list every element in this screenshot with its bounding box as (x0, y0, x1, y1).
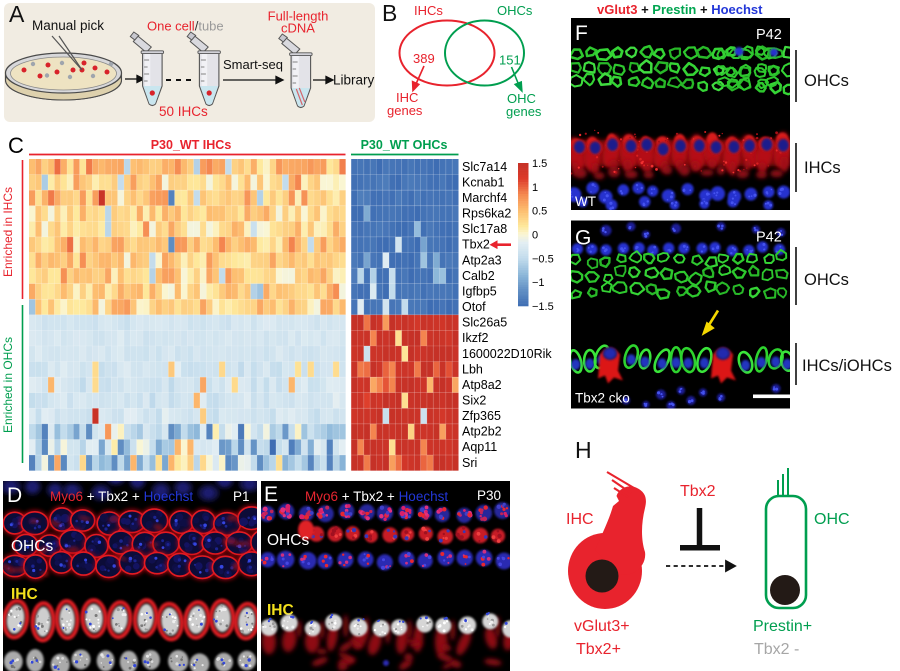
svg-text:OHC: OHC (814, 511, 850, 528)
svg-text:Myo6 + Tbx2 + Hoechst: Myo6 + Tbx2 + Hoechst (50, 489, 193, 504)
svg-text:0.5: 0.5 (532, 206, 547, 218)
svg-text:Tbx2: Tbx2 (680, 483, 716, 500)
svg-text:IHC: IHC (566, 511, 594, 528)
svg-text:P30_WT IHCs: P30_WT IHCs (151, 138, 232, 152)
svg-text:Six2: Six2 (462, 394, 486, 408)
svg-text:vGlut3+: vGlut3+ (574, 618, 630, 635)
svg-text:151: 151 (499, 53, 521, 68)
svg-text:Library: Library (333, 73, 375, 88)
svg-text:D: D (7, 484, 22, 507)
svg-text:0: 0 (532, 230, 538, 242)
svg-text:OHC: OHC (507, 91, 536, 106)
svg-text:Rps6ka2: Rps6ka2 (462, 207, 511, 221)
svg-text:One cell/tube: One cell/tube (147, 19, 224, 34)
svg-text:OHCs: OHCs (804, 271, 849, 289)
svg-text:Atp2a3: Atp2a3 (462, 253, 502, 267)
svg-text:1600022D10Rik: 1600022D10Rik (462, 347, 552, 361)
svg-text:Slc7a14: Slc7a14 (462, 160, 507, 174)
svg-text:IHC: IHC (11, 586, 38, 603)
svg-text:Otof: Otof (462, 300, 486, 314)
svg-text:Tbx2 cko: Tbx2 cko (575, 391, 630, 406)
svg-text:Kcnab1: Kcnab1 (462, 175, 504, 189)
svg-text:Calb2: Calb2 (462, 269, 495, 283)
svg-text:Igfbp5: Igfbp5 (462, 284, 497, 298)
svg-text:IHCs/iOHCs: IHCs/iOHCs (802, 357, 892, 375)
svg-text:1.5: 1.5 (532, 158, 547, 170)
svg-text:Manual pick: Manual pick (32, 18, 104, 33)
svg-text:−1.5: −1.5 (532, 301, 554, 313)
svg-text:389: 389 (413, 51, 435, 66)
svg-text:Ikzf2: Ikzf2 (462, 331, 488, 345)
svg-text:Tbx2: Tbx2 (462, 238, 490, 252)
svg-text:Full-length: Full-length (268, 9, 329, 24)
svg-text:Prestin+: Prestin+ (753, 618, 812, 635)
svg-text:G: G (575, 227, 591, 250)
svg-text:OHCs: OHCs (804, 72, 849, 90)
svg-text:−0.5: −0.5 (532, 253, 554, 265)
svg-text:cDNA: cDNA (281, 21, 315, 36)
svg-text:IHCs: IHCs (804, 159, 841, 177)
svg-text:vGlut3 + Prestin + Hoechst: vGlut3 + Prestin + Hoechst (597, 2, 763, 17)
svg-text:Slc17a8: Slc17a8 (462, 222, 507, 236)
svg-text:Atp2b2: Atp2b2 (462, 425, 502, 439)
svg-text:−1: −1 (532, 277, 545, 289)
svg-text:Enriched in OHCs: Enriched in OHCs (1, 337, 15, 433)
svg-text:A: A (9, 1, 25, 27)
svg-text:OHCs: OHCs (497, 3, 533, 18)
svg-text:genes: genes (387, 103, 423, 118)
svg-text:Slc26a5: Slc26a5 (462, 316, 507, 330)
svg-text:Atp8a2: Atp8a2 (462, 378, 502, 392)
svg-text:B: B (382, 0, 397, 26)
svg-text:IHCs: IHCs (414, 3, 443, 18)
svg-text:Tbx2+: Tbx2+ (576, 641, 621, 658)
svg-text:Enriched in IHCs: Enriched in IHCs (1, 187, 15, 277)
svg-text:F: F (575, 22, 588, 45)
svg-text:E: E (264, 483, 278, 506)
svg-text:OHCs: OHCs (267, 532, 309, 549)
svg-text:WT: WT (575, 194, 596, 209)
svg-text:OHCs: OHCs (11, 538, 53, 555)
svg-text:50 IHCs: 50 IHCs (159, 104, 208, 119)
svg-text:IHC: IHC (396, 90, 418, 105)
svg-text:Zfp365: Zfp365 (462, 409, 501, 423)
svg-text:1: 1 (532, 182, 538, 194)
svg-text:H: H (575, 437, 592, 463)
svg-text:P42: P42 (756, 27, 782, 43)
svg-text:Tbx2 -: Tbx2 - (754, 641, 799, 658)
svg-text:Smart-seq: Smart-seq (223, 57, 283, 72)
svg-text:Myo6 + Tbx2 + Hoechst: Myo6 + Tbx2 + Hoechst (305, 489, 448, 504)
svg-text:P30_WT OHCs: P30_WT OHCs (361, 138, 448, 152)
svg-text:P42: P42 (756, 230, 782, 246)
svg-text:Lbh: Lbh (462, 362, 483, 376)
svg-text:genes: genes (506, 104, 542, 119)
svg-text:Aqp11: Aqp11 (462, 440, 497, 454)
svg-text:P30: P30 (477, 488, 501, 503)
svg-text:C: C (8, 133, 24, 158)
svg-text:Sri: Sri (462, 456, 477, 470)
svg-text:P1: P1 (233, 489, 250, 504)
svg-text:Marchf4: Marchf4 (462, 191, 507, 205)
